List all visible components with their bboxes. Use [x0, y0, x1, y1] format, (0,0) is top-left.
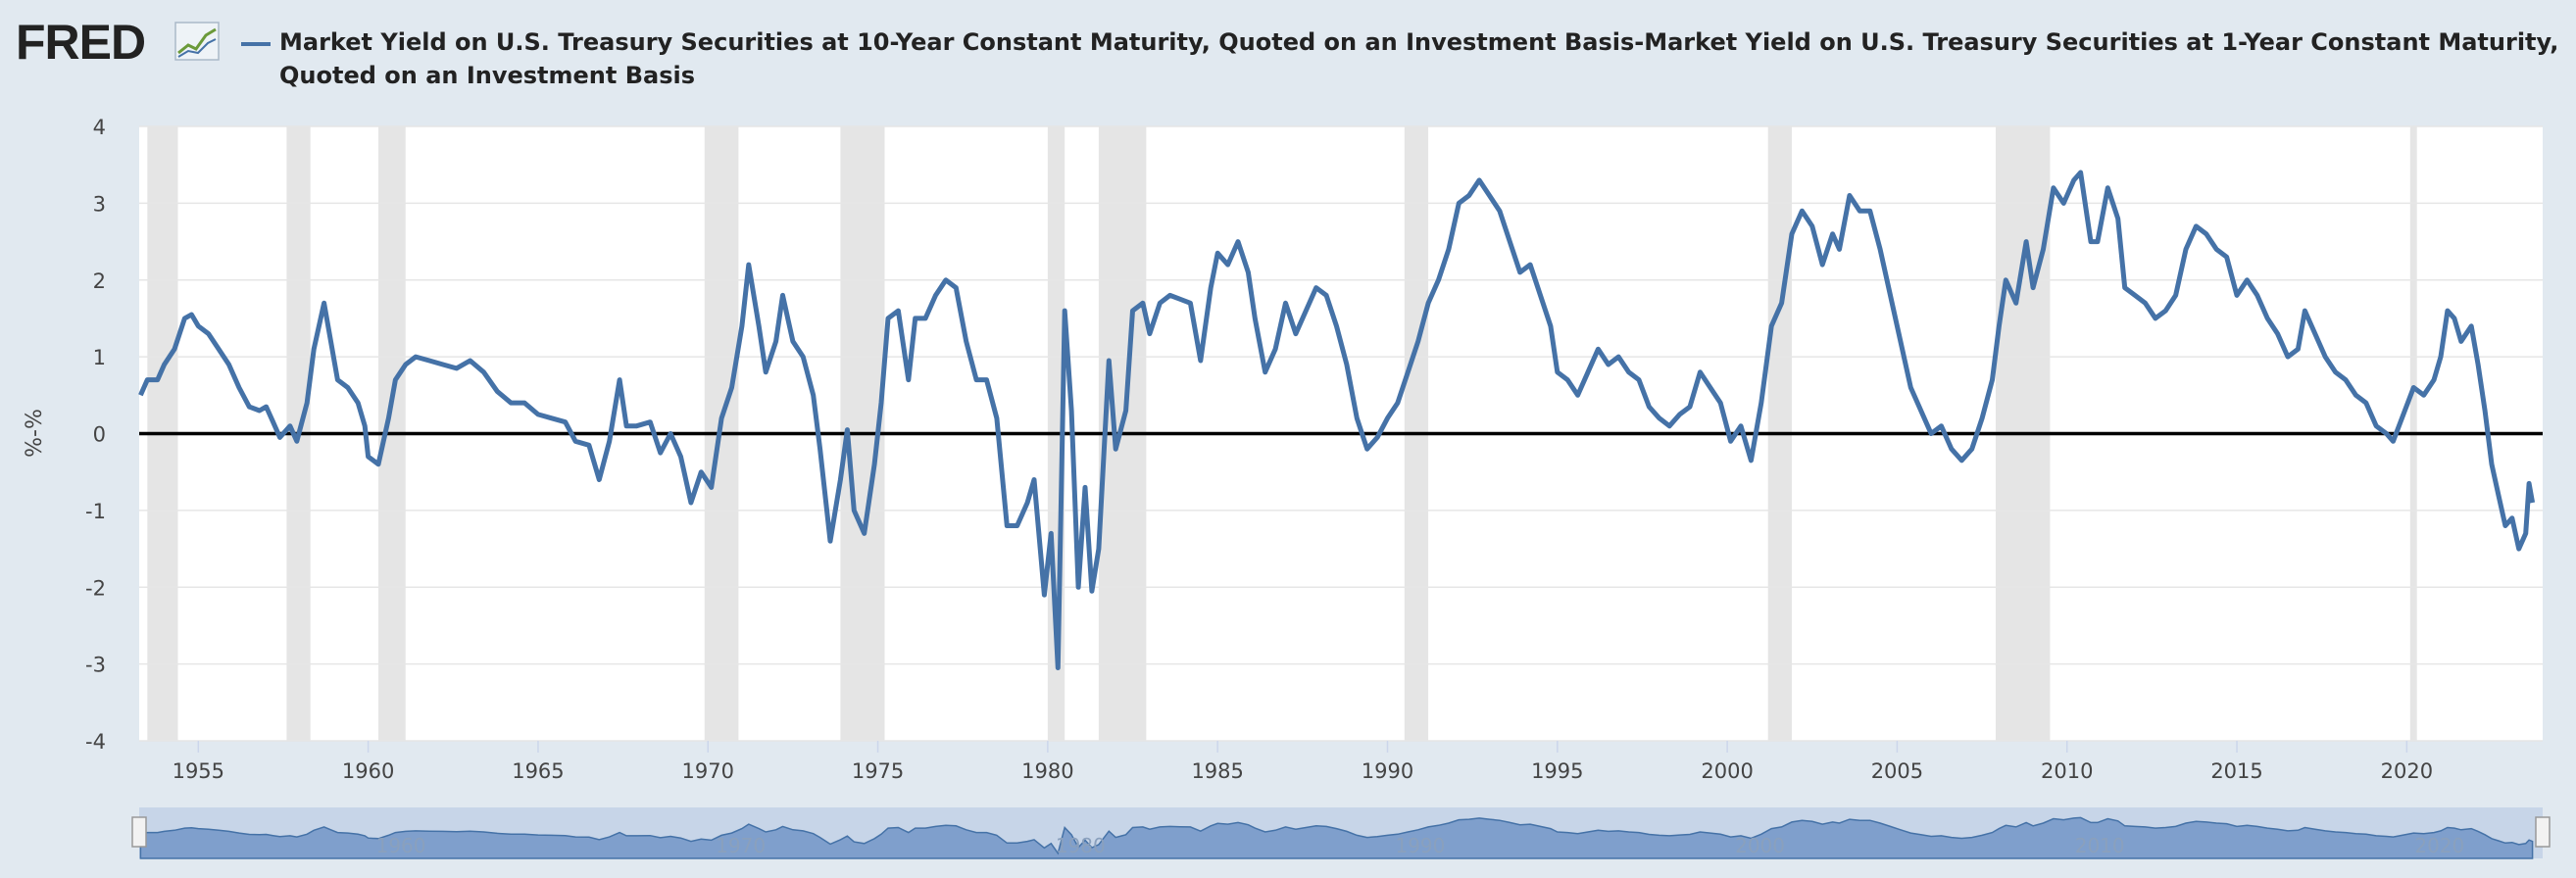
data-line [138, 170, 2536, 670]
y-tick-label: -3 [85, 654, 106, 677]
x-tick-label: 2005 [1871, 759, 1923, 783]
navigator-label: 2010 [2075, 834, 2125, 857]
recession-band [1047, 126, 1065, 741]
navigator-label: 1990 [1395, 834, 1445, 857]
recession-band [147, 126, 178, 741]
recession-band [1995, 126, 2051, 741]
y-tick-label: 1 [93, 346, 106, 369]
x-tick-label: 2015 [2210, 759, 2262, 783]
recession-band [1404, 126, 1429, 741]
plot-background [139, 126, 2543, 741]
logo-icon [174, 22, 220, 61]
navigator-handle[interactable] [2535, 816, 2551, 848]
x-tick-label: 1980 [1021, 759, 1073, 783]
navigator-background [139, 807, 2543, 858]
recession-band [286, 126, 311, 741]
legend-title: Market Yield on U.S. Treasury Securities… [279, 28, 2559, 89]
y-tick-label: -1 [85, 500, 106, 523]
y-tick-label: 2 [93, 269, 106, 293]
x-tick-label: 1985 [1191, 759, 1243, 783]
x-tick-label: 1965 [512, 759, 564, 783]
navigator-label: 2000 [1735, 834, 1785, 857]
legend-swatch [241, 42, 271, 46]
y-tick-label: 4 [93, 116, 106, 139]
recession-band [378, 126, 406, 741]
x-tick-label: 1975 [852, 759, 904, 783]
x-tick-label: 1955 [173, 759, 224, 783]
x-tick-label: 2020 [2381, 759, 2433, 783]
recession-band [704, 126, 739, 741]
logo: FRED [16, 15, 146, 70]
recession-band [1767, 126, 1792, 741]
navigator-label: 1960 [376, 834, 426, 857]
recession-band [840, 126, 885, 741]
recession-band [2409, 126, 2417, 741]
y-tick-label: 0 [93, 423, 106, 447]
header: FRED Market Yield on U.S. Treasury Secur… [0, 0, 2576, 108]
navigator-handle[interactable] [131, 816, 147, 848]
y-tick-label: -2 [85, 576, 106, 600]
recession-band [1098, 126, 1147, 741]
x-tick-label: 2010 [2041, 759, 2093, 783]
x-tick-label: 2000 [1701, 759, 1753, 783]
x-tick-label: 1970 [682, 759, 734, 783]
y-tick-label: -4 [85, 730, 106, 754]
navigator-label: 1970 [716, 834, 766, 857]
x-tick-label: 1990 [1362, 759, 1413, 783]
y-tick-label: 3 [93, 192, 106, 216]
x-tick-label: 1995 [1531, 759, 1583, 783]
navigator-label: 1980 [1056, 834, 1106, 857]
x-tick-label: 1960 [342, 759, 394, 783]
y-axis-label: %-% [23, 409, 47, 458]
navigator-label: 2020 [2414, 834, 2464, 857]
navigator-area [139, 816, 2534, 859]
